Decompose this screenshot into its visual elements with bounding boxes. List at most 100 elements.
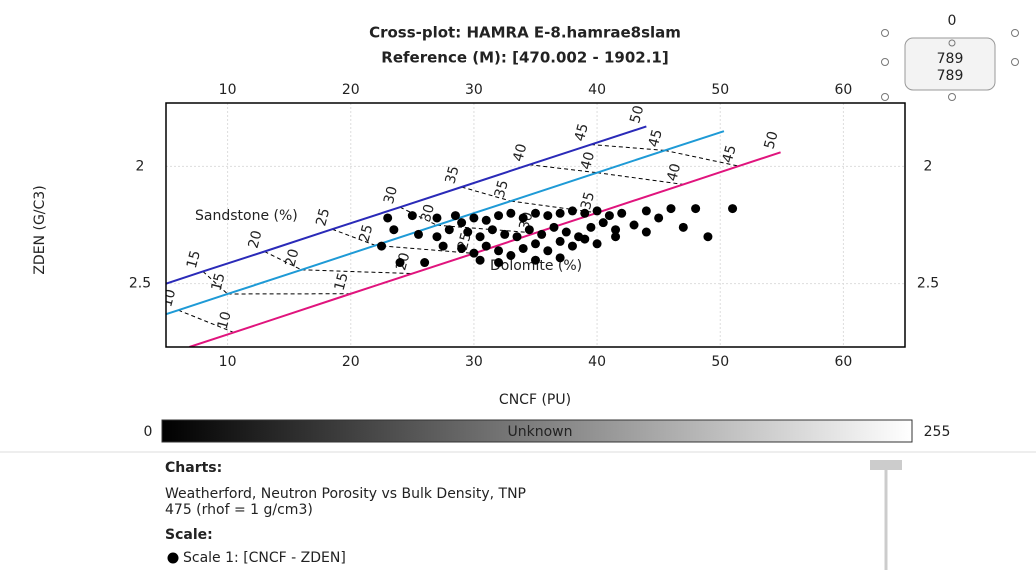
data-point <box>519 244 528 253</box>
data-point <box>414 230 423 239</box>
data-point <box>476 256 485 265</box>
data-point <box>432 232 441 241</box>
x-tick-label: 50 <box>711 82 729 98</box>
y-tick-label: 2.5 <box>129 276 151 292</box>
data-point <box>457 244 466 253</box>
data-point <box>605 211 614 220</box>
colorbar-max: 255 <box>924 424 951 440</box>
x-tick-label: 50 <box>711 354 729 370</box>
x-tick-label: 40 <box>588 354 606 370</box>
data-point <box>537 230 546 239</box>
scroll-widget[interactable]: 0 789 789 <box>882 13 1019 101</box>
y-tick-label: 2 <box>136 158 145 174</box>
y-tick-label: 2 <box>924 158 933 174</box>
data-point <box>556 253 565 262</box>
x-tick-label: 10 <box>219 354 237 370</box>
x-tick-label: 30 <box>465 354 483 370</box>
data-point <box>396 258 405 267</box>
data-point <box>469 249 478 258</box>
x-tick-label: 40 <box>588 82 606 98</box>
data-point <box>593 206 602 215</box>
data-point <box>703 232 712 241</box>
scrollbar-thumb[interactable] <box>870 460 902 470</box>
x-tick-label: 30 <box>465 82 483 98</box>
data-point <box>531 256 540 265</box>
data-point <box>439 242 448 251</box>
data-point <box>543 211 552 220</box>
data-point <box>728 204 737 213</box>
data-point <box>599 218 608 227</box>
data-point <box>408 211 417 220</box>
handle[interactable] <box>882 94 889 101</box>
charts-text: Weatherford, Neutron Porosity vs Bulk De… <box>165 486 526 502</box>
data-point <box>420 258 429 267</box>
data-point <box>457 218 466 227</box>
data-point <box>568 206 577 215</box>
data-point <box>642 228 651 237</box>
x-tick-label: 60 <box>835 354 853 370</box>
x-tick-label: 20 <box>342 354 360 370</box>
handle[interactable] <box>882 30 889 37</box>
data-point <box>451 211 460 220</box>
data-point <box>593 239 602 248</box>
widget-value: 789 <box>937 51 964 67</box>
data-point <box>519 213 528 222</box>
y-axis-label: ZDEN (G/C3) <box>32 185 48 274</box>
data-point <box>494 246 503 255</box>
data-point <box>679 223 688 232</box>
data-point <box>568 242 577 251</box>
data-point <box>513 232 522 241</box>
data-point <box>556 237 565 246</box>
data-point <box>556 209 565 218</box>
charts-heading: Charts: <box>165 460 222 476</box>
y-tick-label: 2.5 <box>917 276 939 292</box>
data-point <box>654 213 663 222</box>
handle[interactable] <box>1012 30 1019 37</box>
handle[interactable] <box>1012 59 1019 66</box>
data-point <box>488 225 497 234</box>
data-point <box>531 239 540 248</box>
widget-top: 0 <box>948 13 957 29</box>
data-point <box>531 209 540 218</box>
data-point <box>482 242 491 251</box>
data-point <box>463 228 472 237</box>
data-point <box>611 232 620 241</box>
x-tick-label: 10 <box>219 82 237 98</box>
data-point <box>630 221 639 230</box>
x-tick-label: 20 <box>342 82 360 98</box>
data-point <box>666 204 675 213</box>
data-point <box>562 228 571 237</box>
data-point <box>494 211 503 220</box>
data-point <box>691 204 700 213</box>
handle[interactable] <box>882 59 889 66</box>
data-point <box>506 209 515 218</box>
data-point <box>617 209 626 218</box>
data-point <box>580 209 589 218</box>
scale-marker <box>168 553 179 564</box>
data-point <box>525 225 534 234</box>
data-point <box>500 230 509 239</box>
data-point <box>383 213 392 222</box>
plot-area <box>166 103 905 347</box>
x-axis-label: CNCF (PU) <box>499 392 571 408</box>
charts-text: 475 (rhof = 1 g/cm3) <box>165 502 313 518</box>
scale-item: Scale 1: [CNCF - ZDEN] <box>183 550 346 566</box>
data-point <box>549 223 558 232</box>
title: Cross-plot: HAMRA E-8.hamrae8slam <box>369 24 681 42</box>
subtitle: Reference (M): [470.002 - 1902.1] <box>381 49 668 67</box>
data-point <box>494 258 503 267</box>
data-point <box>377 242 386 251</box>
data-point <box>482 216 491 225</box>
data-point <box>506 251 515 260</box>
x-tick-label: 60 <box>835 82 853 98</box>
data-point <box>642 206 651 215</box>
data-point <box>476 232 485 241</box>
data-point <box>543 246 552 255</box>
colorbar-label: Unknown <box>508 424 573 440</box>
data-point <box>469 213 478 222</box>
widget-value: 789 <box>937 68 964 84</box>
handle[interactable] <box>949 94 956 101</box>
data-point <box>432 213 441 222</box>
data-point <box>389 225 398 234</box>
